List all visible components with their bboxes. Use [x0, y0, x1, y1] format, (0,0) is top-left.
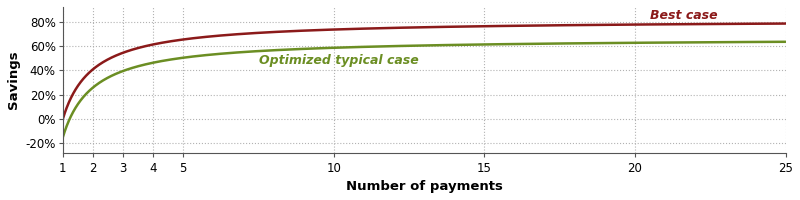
- Y-axis label: Savings: Savings: [7, 51, 20, 109]
- Text: Optimized typical case: Optimized typical case: [258, 54, 418, 67]
- Text: Best case: Best case: [650, 9, 718, 22]
- X-axis label: Number of payments: Number of payments: [346, 180, 502, 193]
